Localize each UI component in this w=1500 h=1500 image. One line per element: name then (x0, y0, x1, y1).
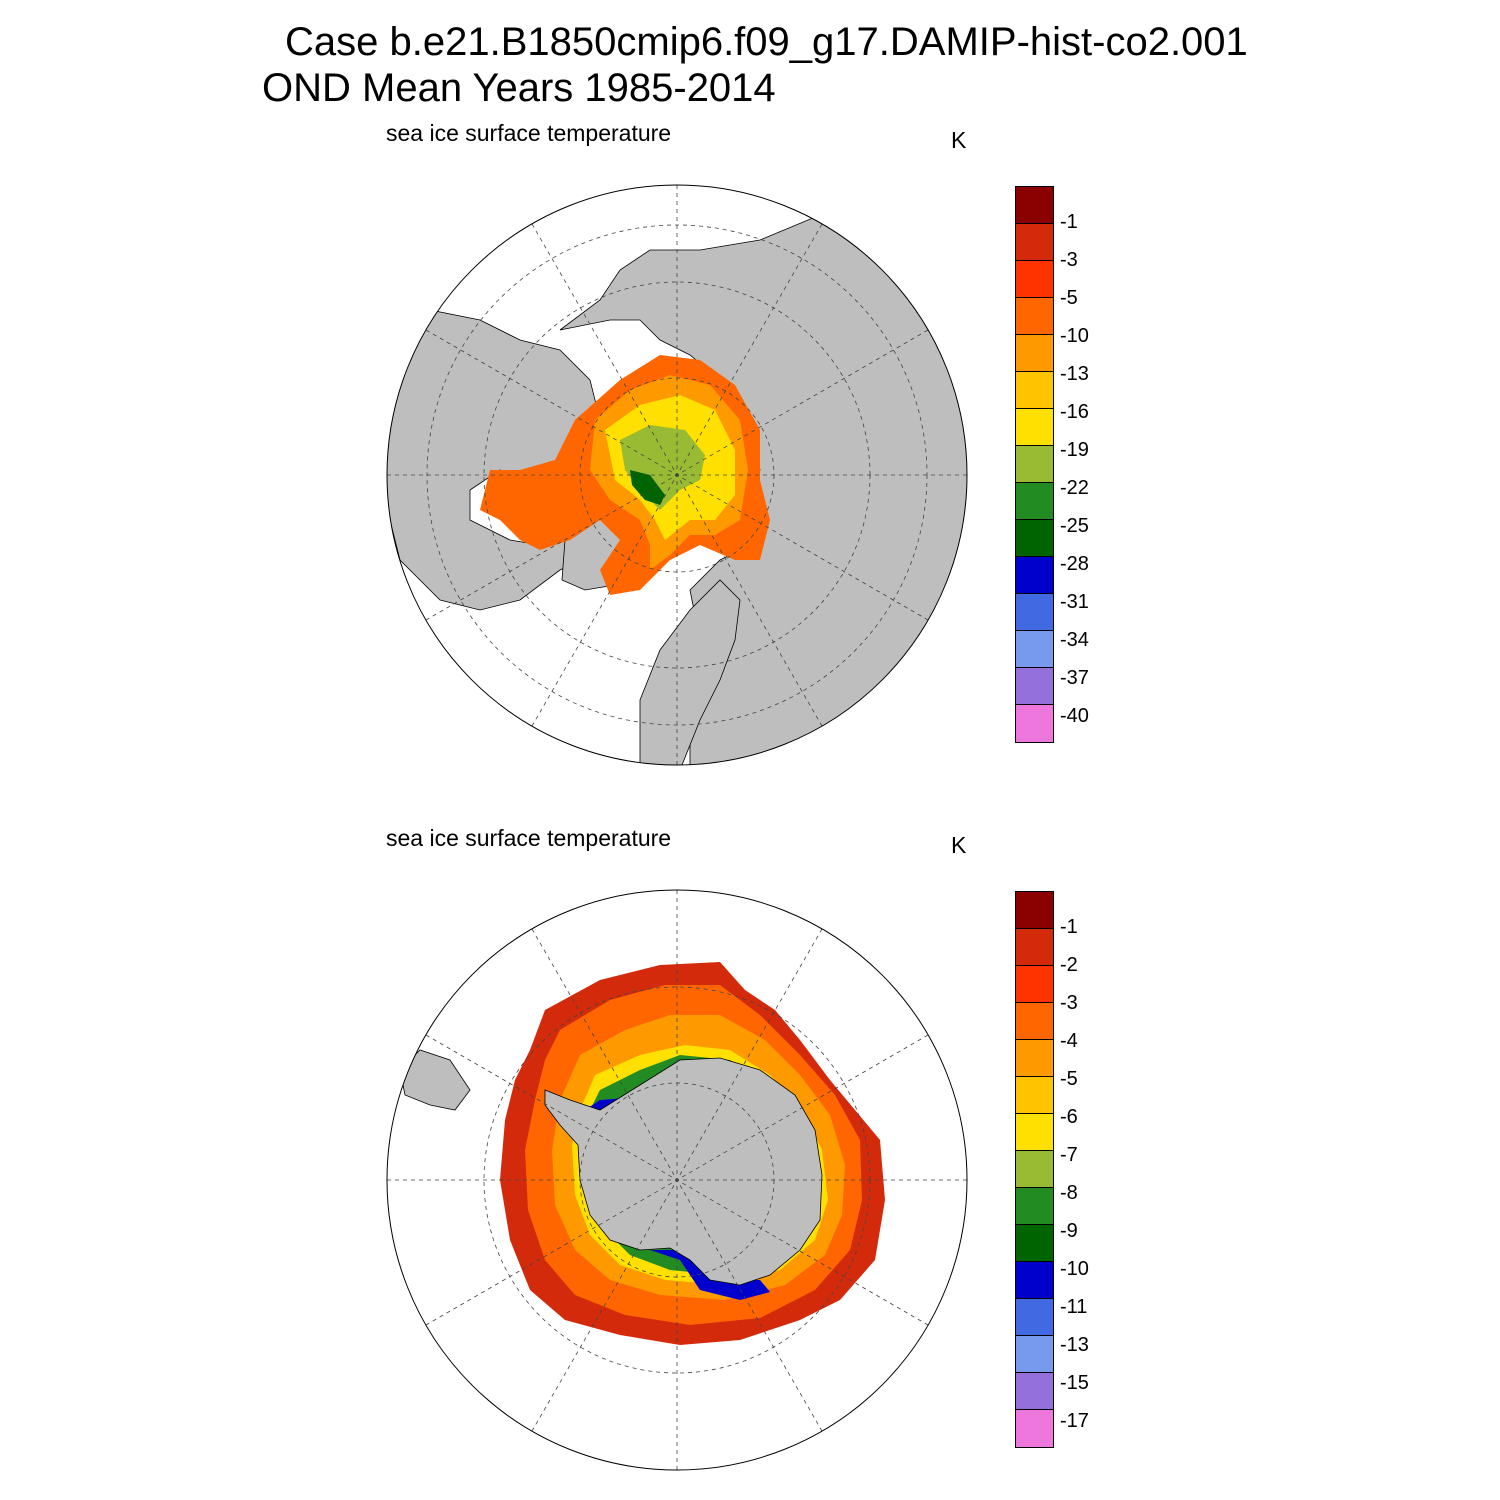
south-colorbar-label: -6 (1060, 1106, 1078, 1128)
south-colorbar-label: -10 (1060, 1258, 1089, 1280)
north-colorbar-label: -5 (1060, 287, 1078, 309)
south-colorbar-label: -13 (1060, 1334, 1089, 1356)
north-panel-label: sea ice surface temperature (386, 120, 672, 146)
south-colorbar-label: -5 (1060, 1068, 1078, 1090)
north-colorbar-box (1016, 483, 1053, 520)
south-panel-label: sea ice surface temperature (386, 825, 672, 851)
north-colorbar-label: -34 (1060, 629, 1089, 651)
south-colorbar-label: -1 (1060, 916, 1078, 938)
north-colorbar-label: -3 (1060, 249, 1078, 271)
south-polar-map (386, 889, 968, 1471)
south-colorbar-label: -8 (1060, 1182, 1078, 1204)
north-colorbar (1015, 186, 1054, 743)
north-colorbar-label: -40 (1060, 705, 1089, 727)
north-colorbar-box (1016, 705, 1053, 742)
south-colorbar-label: -11 (1060, 1296, 1088, 1318)
north-colorbar-box (1016, 557, 1053, 594)
land-antarctica (544, 1057, 823, 1286)
south-colorbar-box (1016, 1225, 1053, 1262)
north-panel-units: K (951, 127, 967, 153)
north-colorbar-box (1016, 594, 1053, 631)
south-colorbar-label: -4 (1060, 1030, 1078, 1052)
north-colorbar-box (1016, 668, 1053, 705)
plot-title-period: OND Mean Years 1985-2014 (262, 66, 776, 110)
north-polar-map (386, 184, 968, 766)
south-colorbar-box (1016, 1188, 1053, 1225)
south-colorbar-box (1016, 1151, 1053, 1188)
south-colorbar-label: -7 (1060, 1144, 1078, 1166)
land-north-america (387, 309, 611, 611)
south-colorbar-box (1016, 892, 1053, 929)
north-ice-band4 (630, 470, 665, 505)
north-colorbar-label: -1 (1060, 211, 1078, 233)
north-colorbar-box (1016, 631, 1053, 668)
north-colorbar-box (1016, 224, 1053, 261)
north-colorbar-label: -25 (1060, 515, 1089, 537)
north-colorbar-label: -16 (1060, 401, 1089, 423)
south-colorbar-box (1016, 1003, 1053, 1040)
south-colorbar-label: -3 (1060, 992, 1078, 1014)
north-colorbar-box (1016, 187, 1053, 224)
south-colorbar-box (1016, 1262, 1053, 1299)
north-colorbar-label: -22 (1060, 477, 1089, 499)
north-colorbar-box (1016, 261, 1053, 298)
north-colorbar-label: -13 (1060, 363, 1089, 385)
south-colorbar-label: -17 (1060, 1410, 1089, 1432)
north-colorbar-box (1016, 409, 1053, 446)
north-colorbar-box (1016, 335, 1053, 372)
north-colorbar-label: -28 (1060, 553, 1089, 575)
north-colorbar-label: -31 (1060, 591, 1089, 613)
north-colorbar-label: -19 (1060, 439, 1089, 461)
south-colorbar-label: -2 (1060, 954, 1078, 976)
south-colorbar-box (1016, 1077, 1053, 1114)
north-colorbar-box (1016, 520, 1053, 557)
south-colorbar-box (1016, 1040, 1053, 1077)
land-south-america (399, 1049, 471, 1111)
north-colorbar-box (1016, 372, 1053, 409)
south-colorbar-box (1016, 1114, 1053, 1151)
south-colorbar-box (1016, 1373, 1053, 1410)
south-colorbar-box (1016, 929, 1053, 966)
south-colorbar-box (1016, 1299, 1053, 1336)
north-colorbar-label: -37 (1060, 667, 1089, 689)
south-colorbar-box (1016, 1410, 1053, 1447)
south-colorbar-label: -15 (1060, 1372, 1089, 1394)
north-colorbar-label: -10 (1060, 325, 1089, 347)
plot-title-case: Case b.e21.B1850cmip6.f09_g17.DAMIP-hist… (285, 20, 1248, 64)
land-europe (639, 579, 741, 765)
south-colorbar-label: -9 (1060, 1220, 1078, 1242)
north-colorbar-box (1016, 446, 1053, 483)
north-colorbar-box (1016, 298, 1053, 335)
south-colorbar-box (1016, 966, 1053, 1003)
south-colorbar-box (1016, 1336, 1053, 1373)
south-colorbar (1015, 891, 1054, 1448)
south-panel-units: K (951, 832, 967, 858)
